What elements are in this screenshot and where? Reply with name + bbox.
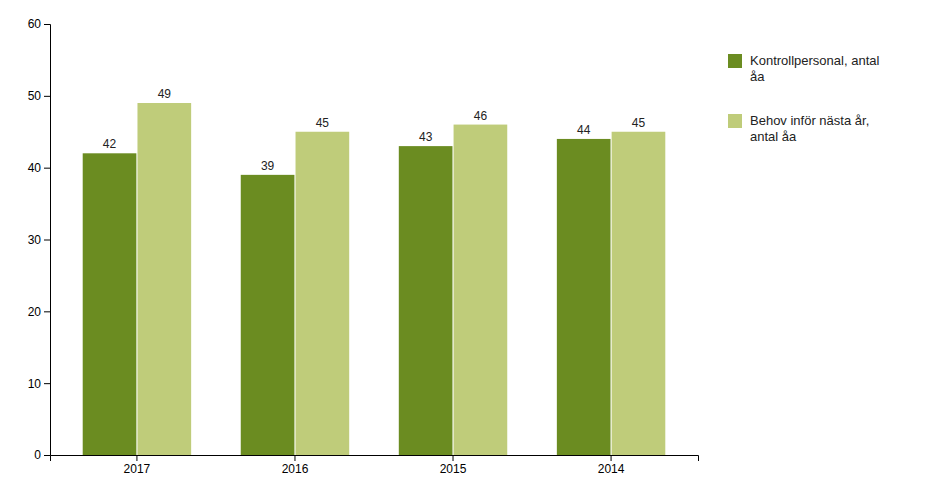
y-tick-label: 30 (28, 233, 42, 247)
x-axis-line (51, 456, 699, 462)
x-tick-label: 2017 (124, 462, 151, 476)
x-tick-label: 2014 (598, 462, 625, 476)
bar (137, 103, 191, 455)
y-tick-label: 50 (28, 89, 42, 103)
bar (399, 146, 453, 455)
y-tick-mark (44, 168, 50, 169)
x-tick-mark (453, 455, 454, 461)
y-tick: 0 (34, 448, 50, 462)
chart: 0102030405060201720162015201442394344494… (0, 0, 948, 495)
y-axis-line (44, 25, 51, 456)
bar (241, 175, 295, 455)
y-tick-label: 60 (28, 17, 42, 31)
x-tick: 2014 (598, 455, 625, 476)
data-label: 49 (158, 87, 172, 101)
x-tick: 2016 (282, 455, 309, 476)
data-label: 44 (577, 123, 591, 137)
x-tick: 2015 (440, 455, 467, 476)
legend-item: Kontrollpersonal, antalåa (728, 53, 879, 84)
bar (296, 132, 350, 455)
legend-label: Behov inför nästa år,antal åa (750, 113, 869, 144)
bar (83, 153, 137, 455)
x-tick-mark (136, 455, 137, 461)
legend-swatch (728, 54, 742, 68)
legend-label-line: Behov inför nästa år, (750, 113, 869, 128)
bar (557, 139, 611, 455)
y-tick-mark (44, 383, 50, 384)
legend: Kontrollpersonal, antalåa Behov inför näs… (728, 53, 879, 144)
y-tick: 30 (28, 233, 50, 247)
y-tick-label: 10 (28, 377, 42, 391)
data-label: 39 (261, 159, 275, 173)
y-tick-label: 0 (34, 448, 41, 462)
y-tick: 40 (28, 161, 50, 175)
legend-label-line: antal åa (750, 129, 797, 144)
x-tick-label: 2015 (440, 462, 467, 476)
x-tick-label: 2016 (282, 462, 309, 476)
y-tick: 50 (28, 89, 50, 103)
bars (83, 103, 666, 455)
x-tick-mark (294, 455, 295, 461)
bar (612, 132, 666, 455)
x-tick: 2017 (124, 455, 151, 476)
data-label: 42 (103, 137, 117, 151)
data-label: 43 (419, 130, 433, 144)
legend-label-line: åa (750, 69, 765, 84)
legend-swatch (728, 114, 742, 128)
x-axis: 2017 2016 2015 2014 (51, 455, 699, 476)
y-tick-mark (44, 455, 50, 456)
data-labels: 42 39 43 44 49 45 46 45 (103, 87, 646, 173)
data-label: 46 (474, 109, 488, 123)
bar (454, 125, 508, 455)
y-tick: 60 (28, 17, 50, 31)
data-label: 45 (632, 116, 646, 130)
y-tick-mark (44, 240, 50, 241)
y-tick: 10 (28, 377, 50, 391)
y-tick-label: 20 (28, 305, 42, 319)
data-label: 45 (316, 116, 330, 130)
y-tick-mark (44, 24, 50, 25)
legend-label-line: Kontrollpersonal, antal (750, 53, 879, 68)
legend-label: Kontrollpersonal, antalåa (750, 53, 879, 84)
y-tick-label: 40 (28, 161, 42, 175)
y-tick-mark (44, 96, 50, 97)
legend-item: Behov inför nästa år,antal åa (728, 113, 869, 144)
y-tick-mark (44, 311, 50, 312)
y-tick: 20 (28, 305, 50, 319)
plot: 0102030405060201720162015201442394344494… (28, 17, 699, 475)
y-axis: 0 10 20 30 40 50 60 (28, 17, 51, 462)
x-tick-mark (611, 455, 612, 461)
